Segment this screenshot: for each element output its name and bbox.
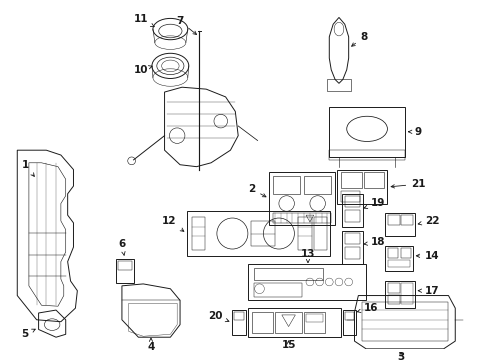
Text: 18: 18	[364, 237, 384, 247]
Text: 11: 11	[134, 14, 154, 27]
Bar	[400, 248, 410, 258]
Bar	[340, 191, 360, 202]
Bar	[326, 80, 350, 91]
Bar	[253, 269, 323, 280]
Bar	[336, 170, 386, 204]
Bar	[186, 211, 329, 256]
Bar	[250, 221, 274, 246]
Bar	[304, 176, 330, 194]
Bar	[251, 312, 272, 333]
Text: 19: 19	[364, 198, 384, 208]
Bar	[344, 210, 360, 222]
Bar	[247, 308, 340, 337]
Bar	[400, 215, 412, 225]
Bar	[400, 283, 412, 304]
Bar	[342, 310, 356, 335]
Bar	[328, 150, 404, 160]
Bar	[387, 248, 397, 258]
Bar	[305, 314, 323, 322]
Text: 20: 20	[207, 311, 228, 322]
Bar	[364, 172, 383, 188]
Bar	[341, 231, 363, 264]
Text: 4: 4	[147, 338, 154, 352]
Text: 9: 9	[408, 127, 421, 137]
Bar	[272, 213, 330, 223]
Text: 12: 12	[162, 216, 183, 231]
Bar	[340, 172, 362, 188]
Text: 13: 13	[300, 249, 315, 263]
Bar	[328, 107, 404, 157]
Bar	[385, 246, 412, 271]
Text: 10: 10	[134, 65, 152, 75]
Text: 14: 14	[415, 251, 438, 261]
Bar	[344, 233, 360, 244]
Bar	[253, 283, 302, 297]
Bar	[234, 312, 244, 320]
Bar	[232, 310, 245, 335]
Bar	[269, 172, 334, 225]
Bar	[191, 217, 205, 250]
Bar	[387, 294, 399, 304]
Bar	[341, 194, 363, 227]
Bar	[387, 283, 399, 293]
Bar	[116, 259, 133, 283]
Bar	[272, 176, 300, 194]
Bar	[313, 217, 326, 250]
Bar	[362, 302, 447, 341]
Text: 2: 2	[247, 184, 265, 197]
Bar	[274, 312, 302, 333]
Bar	[247, 264, 366, 300]
Text: 16: 16	[357, 303, 377, 313]
Text: 21: 21	[390, 179, 425, 189]
Text: 1: 1	[21, 160, 34, 176]
Bar	[344, 196, 360, 207]
Bar	[118, 261, 131, 270]
Text: 7: 7	[176, 16, 196, 35]
Bar	[344, 312, 354, 320]
Text: 3: 3	[397, 352, 404, 360]
Bar	[387, 215, 399, 225]
Text: 6: 6	[118, 239, 125, 255]
Bar	[304, 312, 325, 333]
Bar	[385, 213, 414, 237]
Text: 5: 5	[21, 329, 35, 339]
Bar	[298, 217, 311, 250]
Bar	[387, 260, 409, 267]
Bar	[385, 281, 414, 308]
Bar	[344, 247, 360, 259]
Text: 8: 8	[351, 32, 367, 46]
Text: 15: 15	[281, 340, 295, 350]
Text: 22: 22	[417, 216, 438, 226]
Text: 17: 17	[417, 286, 438, 296]
